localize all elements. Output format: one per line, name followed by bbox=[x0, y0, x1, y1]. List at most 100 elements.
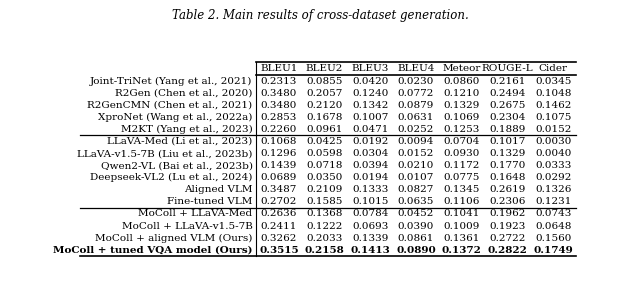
Text: 0.2636: 0.2636 bbox=[260, 209, 297, 219]
Text: 0.0860: 0.0860 bbox=[444, 76, 480, 86]
Text: 0.0333: 0.0333 bbox=[535, 161, 572, 170]
Text: 0.1329: 0.1329 bbox=[489, 149, 525, 158]
Text: R2Gen (Chen et al., 2020): R2Gen (Chen et al., 2020) bbox=[115, 89, 253, 98]
Text: 0.1326: 0.1326 bbox=[535, 185, 572, 194]
Text: 0.2109: 0.2109 bbox=[307, 185, 343, 194]
Text: 0.0292: 0.0292 bbox=[535, 173, 572, 182]
Text: 0.3262: 0.3262 bbox=[260, 234, 297, 243]
Text: BLEU1: BLEU1 bbox=[260, 64, 298, 73]
Text: 0.0350: 0.0350 bbox=[307, 173, 343, 182]
Text: 0.2411: 0.2411 bbox=[260, 222, 297, 231]
Text: Fine-tuned VLM: Fine-tuned VLM bbox=[167, 197, 253, 206]
Text: 0.0230: 0.0230 bbox=[398, 76, 434, 86]
Text: 0.1017: 0.1017 bbox=[489, 137, 525, 146]
Text: 0.0855: 0.0855 bbox=[307, 76, 343, 86]
Text: 0.2722: 0.2722 bbox=[489, 234, 525, 243]
Text: 0.0961: 0.0961 bbox=[307, 125, 343, 134]
Text: BLEU2: BLEU2 bbox=[306, 64, 343, 73]
Text: 0.1342: 0.1342 bbox=[352, 101, 388, 110]
Text: 0.0192: 0.0192 bbox=[352, 137, 388, 146]
Text: 0.0861: 0.0861 bbox=[398, 234, 434, 243]
Text: R2GenCMN (Chen et al., 2021): R2GenCMN (Chen et al., 2021) bbox=[88, 101, 253, 110]
Text: 0.1015: 0.1015 bbox=[352, 197, 388, 206]
Text: 0.0152: 0.0152 bbox=[398, 149, 434, 158]
Text: 0.0772: 0.0772 bbox=[398, 89, 434, 98]
Text: 0.0152: 0.0152 bbox=[535, 125, 572, 134]
Text: Table 2. Main results of cross-dataset generation.: Table 2. Main results of cross-dataset g… bbox=[172, 9, 468, 22]
Text: ROUGE-L: ROUGE-L bbox=[482, 64, 533, 73]
Text: 0.0704: 0.0704 bbox=[444, 137, 480, 146]
Text: M2KT (Yang et al., 2023): M2KT (Yang et al., 2023) bbox=[121, 125, 253, 134]
Text: 0.0635: 0.0635 bbox=[398, 197, 434, 206]
Text: 0.0890: 0.0890 bbox=[396, 246, 436, 255]
Text: 0.0743: 0.0743 bbox=[535, 209, 572, 219]
Text: 0.2675: 0.2675 bbox=[489, 101, 525, 110]
Text: 0.1462: 0.1462 bbox=[535, 101, 572, 110]
Text: Deepseek-VL2 (Lu et al., 2024): Deepseek-VL2 (Lu et al., 2024) bbox=[90, 173, 253, 182]
Text: 0.1361: 0.1361 bbox=[444, 234, 480, 243]
Text: 0.0194: 0.0194 bbox=[352, 173, 388, 182]
Text: 0.1106: 0.1106 bbox=[444, 197, 480, 206]
Text: 0.0827: 0.0827 bbox=[398, 185, 434, 194]
Text: 0.0390: 0.0390 bbox=[398, 222, 434, 231]
Text: 0.3515: 0.3515 bbox=[259, 246, 299, 255]
Text: Aligned VLM: Aligned VLM bbox=[184, 185, 253, 194]
Text: 0.2120: 0.2120 bbox=[307, 101, 343, 110]
Text: 0.2313: 0.2313 bbox=[260, 76, 297, 86]
Text: 0.1648: 0.1648 bbox=[489, 173, 525, 182]
Text: 0.1372: 0.1372 bbox=[442, 246, 482, 255]
Text: 0.1770: 0.1770 bbox=[489, 161, 525, 170]
Text: 0.0631: 0.0631 bbox=[398, 113, 434, 122]
Text: 0.1240: 0.1240 bbox=[352, 89, 388, 98]
Text: 0.1007: 0.1007 bbox=[352, 113, 388, 122]
Text: 0.1009: 0.1009 bbox=[444, 222, 480, 231]
Text: MoColl + LLaVA-v1.5-7B: MoColl + LLaVA-v1.5-7B bbox=[122, 222, 253, 231]
Text: 0.0345: 0.0345 bbox=[535, 76, 572, 86]
Text: 0.0598: 0.0598 bbox=[307, 149, 343, 158]
Text: Qwen2-VL (Bai et al., 2023b): Qwen2-VL (Bai et al., 2023b) bbox=[100, 161, 253, 170]
Text: 0.0452: 0.0452 bbox=[398, 209, 434, 219]
Text: 0.0030: 0.0030 bbox=[535, 137, 572, 146]
Text: 0.1413: 0.1413 bbox=[351, 246, 390, 255]
Text: 0.1333: 0.1333 bbox=[352, 185, 388, 194]
Text: 0.1231: 0.1231 bbox=[535, 197, 572, 206]
Text: 0.2057: 0.2057 bbox=[307, 89, 343, 98]
Text: 0.2619: 0.2619 bbox=[489, 185, 525, 194]
Text: 0.3480: 0.3480 bbox=[260, 89, 297, 98]
Text: 0.1222: 0.1222 bbox=[307, 222, 343, 231]
Text: 0.1048: 0.1048 bbox=[535, 89, 572, 98]
Text: 0.1172: 0.1172 bbox=[444, 161, 480, 170]
Text: 0.1585: 0.1585 bbox=[307, 197, 343, 206]
Text: 0.2158: 0.2158 bbox=[305, 246, 344, 255]
Text: 0.0784: 0.0784 bbox=[352, 209, 388, 219]
Text: 0.0252: 0.0252 bbox=[398, 125, 434, 134]
Text: 0.2702: 0.2702 bbox=[260, 197, 297, 206]
Text: 0.0210: 0.0210 bbox=[398, 161, 434, 170]
Text: 0.1253: 0.1253 bbox=[444, 125, 480, 134]
Text: 0.1678: 0.1678 bbox=[307, 113, 343, 122]
Text: 0.1210: 0.1210 bbox=[444, 89, 480, 98]
Text: BLEU3: BLEU3 bbox=[351, 64, 389, 73]
Text: 0.1329: 0.1329 bbox=[444, 101, 480, 110]
Text: 0.2304: 0.2304 bbox=[489, 113, 525, 122]
Text: 0.0420: 0.0420 bbox=[352, 76, 388, 86]
Text: 0.0107: 0.0107 bbox=[398, 173, 434, 182]
Text: 0.0394: 0.0394 bbox=[352, 161, 388, 170]
Text: 0.1345: 0.1345 bbox=[444, 185, 480, 194]
Text: 0.2260: 0.2260 bbox=[260, 125, 297, 134]
Text: 0.2306: 0.2306 bbox=[489, 197, 525, 206]
Text: 0.0304: 0.0304 bbox=[352, 149, 388, 158]
Text: 0.3487: 0.3487 bbox=[260, 185, 297, 194]
Text: MoColl + LLaVA-Med: MoColl + LLaVA-Med bbox=[138, 209, 253, 219]
Text: 0.1068: 0.1068 bbox=[260, 137, 297, 146]
Text: 0.1368: 0.1368 bbox=[307, 209, 343, 219]
Text: 0.3480: 0.3480 bbox=[260, 101, 297, 110]
Text: 0.0040: 0.0040 bbox=[535, 149, 572, 158]
Text: 0.0879: 0.0879 bbox=[398, 101, 434, 110]
Text: 0.0693: 0.0693 bbox=[352, 222, 388, 231]
Text: 0.0648: 0.0648 bbox=[535, 222, 572, 231]
Text: 0.1041: 0.1041 bbox=[444, 209, 480, 219]
Text: 0.1923: 0.1923 bbox=[489, 222, 525, 231]
Text: 0.0425: 0.0425 bbox=[307, 137, 343, 146]
Text: 0.1889: 0.1889 bbox=[489, 125, 525, 134]
